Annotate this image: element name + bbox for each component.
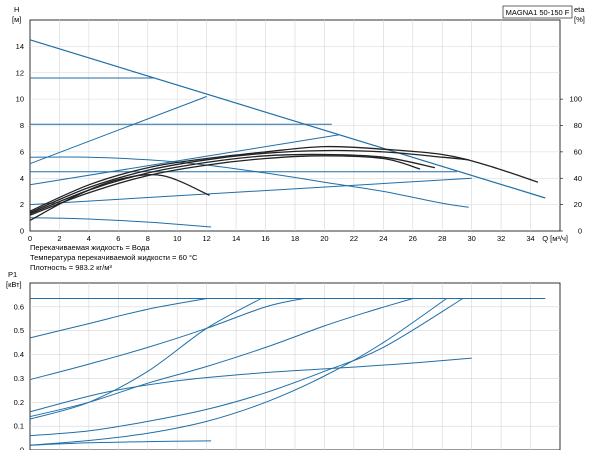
eta-tick-label: 40 — [574, 174, 582, 183]
top-y-tick-label: 4 — [20, 174, 24, 183]
top-series-group — [29, 39, 546, 228]
info-temperature: Температура перекачиваемой жидкости = 60… — [30, 253, 198, 262]
bottom-series-power-7 — [29, 357, 472, 413]
top-x-tick-label: 8 — [146, 234, 150, 243]
eta-axis-title-name: eta — [574, 5, 585, 14]
top-y-tick-label: 8 — [20, 121, 24, 130]
eta-tick-label: 100 — [569, 95, 582, 104]
top-x-tick-label: 18 — [291, 234, 299, 243]
top-y-tick-label: 0 — [20, 227, 24, 236]
eta-tick-label: 60 — [574, 147, 582, 156]
top-y-tick-label: 14 — [16, 42, 24, 51]
top-x-tick-label: 12 — [202, 234, 210, 243]
top-series-efficiency-10 — [29, 149, 469, 214]
top-y-tick-label: 6 — [20, 147, 24, 156]
bottom-y-tick-label: 0 — [20, 446, 24, 450]
top-grid — [30, 20, 560, 231]
top-series-constant-curve-8 — [29, 217, 212, 228]
top-y-tick-label: 10 — [16, 95, 24, 104]
top-x-tick-label: 2 — [57, 234, 61, 243]
bottom-series-power-2 — [29, 298, 304, 381]
bottom-series-power-3 — [29, 298, 262, 420]
top-x-tick-label: 6 — [116, 234, 120, 243]
top-x-tick-label: 14 — [232, 234, 240, 243]
top-x-tick-label: 30 — [467, 234, 475, 243]
top-series-proportional-5 — [29, 134, 340, 186]
top-x-tick-label: 16 — [261, 234, 269, 243]
top-y-axis-title-unit: [м] — [12, 15, 21, 24]
bottom-series-power-4 — [29, 298, 413, 418]
bottom-y-axis-title-name: P1 — [8, 270, 17, 279]
bottom-y-tick-label: 0.5 — [14, 326, 24, 335]
top-y-tick-label: 2 — [20, 200, 24, 209]
top-x-tick-label: 26 — [409, 234, 417, 243]
top-series-proportional-4 — [29, 96, 207, 165]
top-series-constant-curve-7 — [29, 156, 469, 208]
top-x-axis-title: Q [м³/ч] — [542, 234, 568, 243]
bottom-y-axis-title-unit: [кВт] — [6, 280, 22, 289]
top-series-efficiency-13 — [29, 173, 210, 221]
bottom-series-power-8 — [29, 440, 212, 446]
top-series-boundary-0 — [29, 39, 546, 199]
top-series-proportional-6 — [29, 177, 472, 206]
top-x-tick-label: 28 — [438, 234, 446, 243]
eta-tick-label: 0 — [578, 227, 582, 236]
top-x-tick-label: 22 — [350, 234, 358, 243]
model-title: MAGNA1 50-150 F — [506, 8, 570, 17]
info-fluid: Перекачиваемая жидкость = Вода — [30, 243, 150, 252]
bottom-y-tick-label: 0.3 — [14, 374, 24, 383]
eta-tick-label: 20 — [574, 200, 582, 209]
top-axes: 0 2 4 6 8 10 12 14 16 18 20 22 24 26 28 30 32 34024681012… — [12, 5, 585, 243]
top-x-tick-label: 0 — [28, 234, 32, 243]
bottom-y-tick-label: 0.6 — [14, 302, 24, 311]
top-x-tick-label: 10 — [173, 234, 181, 243]
eta-axis-title-unit: [%] — [574, 15, 585, 24]
bottom-y-tick-label: 0.1 — [14, 422, 24, 431]
top-x-tick-label: 24 — [379, 234, 387, 243]
top-x-tick-label: 4 — [87, 234, 91, 243]
top-series-efficiency-12 — [29, 155, 421, 216]
bottom-series-power-1 — [29, 298, 207, 339]
bottom-y-tick-label: 0.4 — [14, 350, 24, 359]
top-x-tick-label: 32 — [497, 234, 505, 243]
bottom-series-group — [29, 297, 546, 446]
bottom-axes: 0 0.1 0.2 0.3 0.4 0.5 0.6 P1[кВт] — [6, 270, 24, 450]
top-x-tick-label: 34 — [526, 234, 534, 243]
bottom-y-tick-label: 0.2 — [14, 398, 24, 407]
bottom-series-power-6 — [29, 298, 447, 446]
top-y-tick-label: 12 — [16, 68, 24, 77]
top-x-tick-label: 20 — [320, 234, 328, 243]
top-y-axis-title-name: H — [14, 5, 19, 14]
eta-tick-label: 80 — [574, 121, 582, 130]
bottom-series-power-5 — [29, 298, 464, 437]
model-title-box — [502, 5, 573, 19]
info-density: Плотность = 983.2 кг/м³ — [30, 263, 112, 272]
